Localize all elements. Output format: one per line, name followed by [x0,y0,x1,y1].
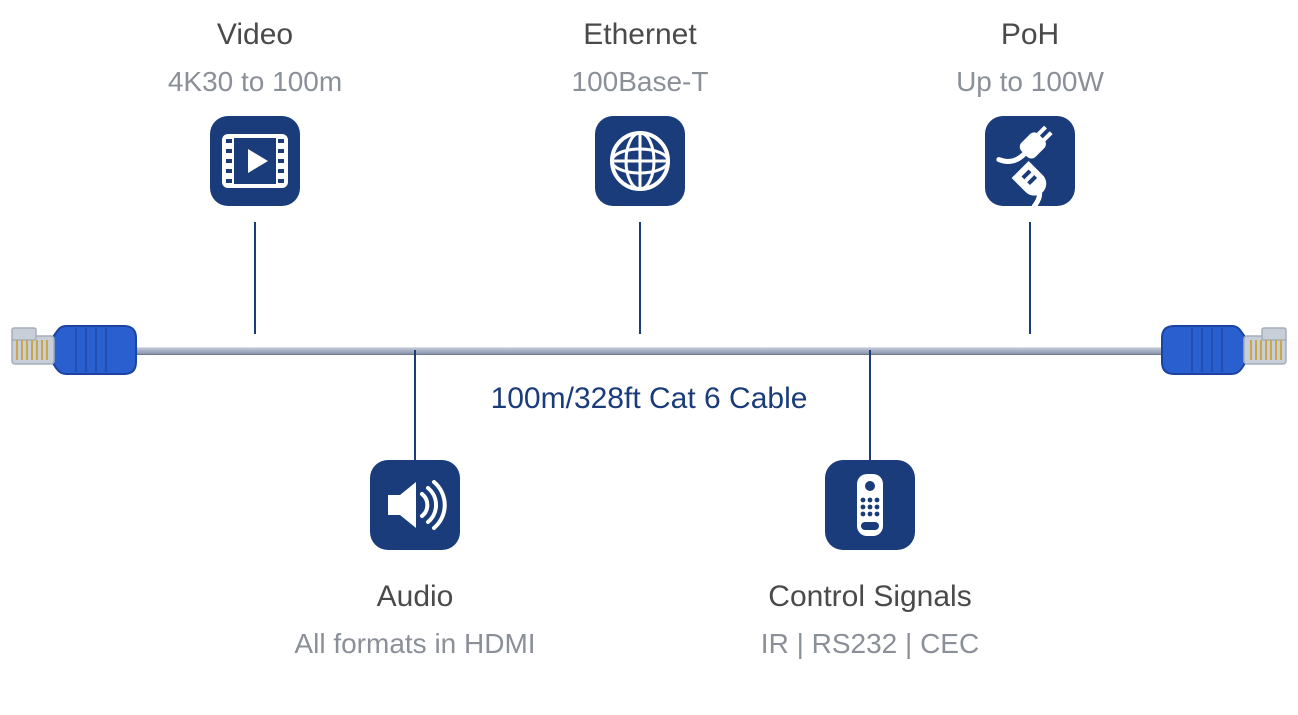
feature-control [690,460,1050,550]
feature-video-title: Video [95,18,415,52]
globe-icon [595,116,685,206]
plugs-icon [985,116,1075,206]
connector-video [254,222,256,334]
feature-control-title: Control Signals [690,580,1050,614]
feature-ethernet-title: Ethernet [480,18,800,52]
rj45-right [1132,308,1292,392]
remote-icon [825,460,915,550]
cable-core [120,347,1178,355]
feature-poh-subtitle: Up to 100W [870,66,1190,98]
feature-audio-text: Audio All formats in HDMI [235,580,595,660]
feature-video-subtitle: 4K30 to 100m [95,66,415,98]
cable-label: 100m/328ft Cat 6 Cable [0,382,1298,416]
connector-ethernet [639,222,641,334]
connector-poh [1029,222,1031,334]
connector-control [869,350,871,460]
connector-audio [414,350,416,460]
feature-poh-title: PoH [870,18,1190,52]
speaker-icon [370,460,460,550]
rj45-left [6,308,166,392]
feature-audio-subtitle: All formats in HDMI [235,628,595,660]
feature-control-text: Control Signals IR | RS232 | CEC [690,580,1050,660]
cable [0,330,1298,370]
feature-audio-title: Audio [235,580,595,614]
feature-audio [235,460,595,550]
feature-control-subtitle: IR | RS232 | CEC [690,628,1050,660]
feature-ethernet-subtitle: 100Base-T [480,66,800,98]
feature-ethernet: Ethernet 100Base-T [480,18,800,206]
video-icon [210,116,300,206]
feature-poh: PoH Up to 100W [870,18,1190,206]
feature-video: Video 4K30 to 100m [95,18,415,206]
